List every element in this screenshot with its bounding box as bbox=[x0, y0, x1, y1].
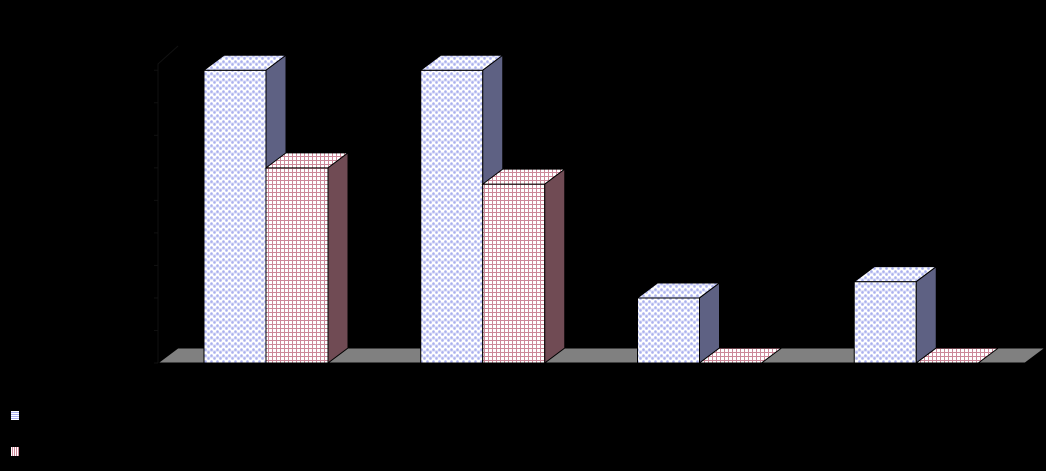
bar-front-s1-c4 bbox=[853, 281, 917, 364]
bar-front-s2-c2 bbox=[482, 183, 546, 364]
bar-front-s1-c1 bbox=[203, 69, 267, 364]
legend-swatch-series-1 bbox=[10, 410, 20, 421]
bar-side-s1-c4 bbox=[915, 265, 937, 364]
bar-s2-c3 bbox=[698, 347, 783, 364]
bar-front-s2-c1 bbox=[265, 167, 329, 364]
bar-side-s2-c1 bbox=[327, 151, 349, 364]
bar-s2-c2 bbox=[481, 168, 567, 364]
bar-s1-c4 bbox=[852, 265, 938, 364]
bar-top-s2-c4 bbox=[914, 347, 1000, 364]
bars bbox=[202, 54, 1000, 364]
bar-s1-c2 bbox=[419, 54, 505, 364]
bar-top-s2-c3 bbox=[698, 347, 783, 364]
bar-front-s1-c3 bbox=[637, 297, 700, 364]
legend-item-series-1 bbox=[10, 410, 26, 421]
bar-side-s2-c2 bbox=[544, 168, 566, 364]
bar-s2-c1 bbox=[264, 151, 350, 364]
legend-swatch-series-2 bbox=[10, 446, 20, 457]
bar-s1-c3 bbox=[636, 281, 721, 364]
legend-item-series-2 bbox=[10, 446, 26, 457]
y-axis-line bbox=[157, 45, 179, 363]
bar-s2-c4 bbox=[914, 347, 1000, 364]
bar-front-s1-c2 bbox=[420, 69, 484, 364]
